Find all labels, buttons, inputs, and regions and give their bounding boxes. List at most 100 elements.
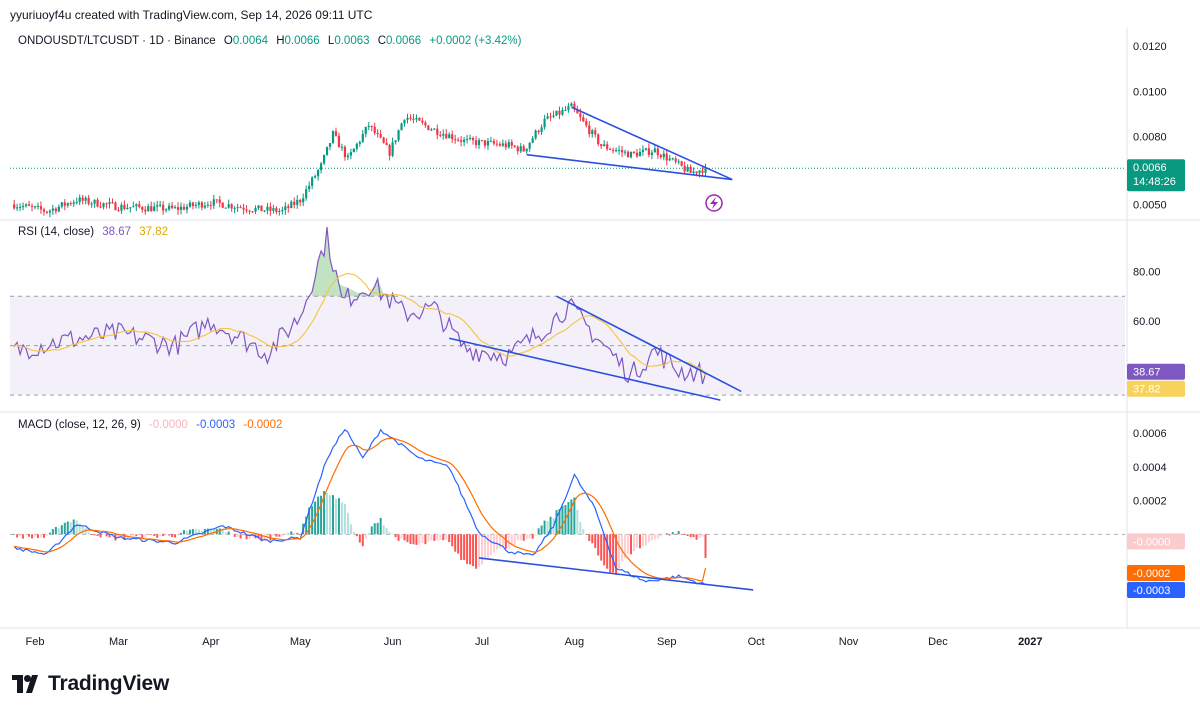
- macd-histogram-bar: [621, 534, 624, 562]
- macd-histogram-bar: [227, 531, 230, 535]
- candle-body: [322, 155, 326, 164]
- symbol-label[interactable]: ONDOUSDT/LTCUSDT · 1D · Binance: [18, 35, 216, 47]
- time-tick-label: Jul: [475, 636, 489, 648]
- tradingview-brand[interactable]: TradingView: [12, 672, 169, 696]
- macd-histogram-bar: [513, 534, 516, 545]
- candle-body: [287, 206, 290, 208]
- macd-histogram-bar: [615, 534, 618, 575]
- candle-body: [430, 129, 433, 131]
- candle-body: [668, 158, 671, 161]
- low-value: 0.0063: [334, 35, 370, 47]
- macd-histogram-bar: [78, 523, 81, 535]
- macd-histogram-bar: [570, 499, 573, 535]
- macd-histogram-bar: [317, 496, 320, 535]
- candle-body: [549, 116, 552, 118]
- candle-body: [659, 155, 662, 158]
- candle-body: [603, 144, 606, 147]
- macd-histogram-bar: [48, 532, 51, 535]
- candle-body: [600, 144, 603, 147]
- high-value: 0.0066: [284, 35, 320, 47]
- candle-body: [66, 203, 69, 206]
- macd-histogram-bar: [448, 534, 451, 543]
- candle-body: [531, 138, 534, 143]
- candle-body: [245, 209, 248, 211]
- macd-histogram-bar: [504, 534, 507, 549]
- macd-histogram-bar: [349, 524, 352, 535]
- macd-histogram-bar: [188, 529, 191, 535]
- macd-histogram-bar: [224, 532, 227, 535]
- candle-body: [90, 203, 93, 205]
- macd-histogram-bar: [60, 525, 63, 535]
- macd-histogram-bar: [141, 534, 144, 539]
- candle-body: [555, 110, 558, 116]
- macd-histogram-bar: [87, 532, 90, 535]
- macd-histogram-bar: [251, 534, 254, 538]
- macd-histogram-bar: [415, 534, 418, 545]
- time-axis[interactable]: Feb Mar Apr May Jun Jul Aug Sep Oct Nov Dec 2027: [0, 28, 1200, 648]
- macd-label[interactable]: MACD (close, 12, 26, 9): [18, 419, 141, 431]
- macd-histogram-bar: [13, 534, 16, 535]
- macd-histogram-bar: [641, 534, 644, 546]
- candle-body: [591, 130, 594, 135]
- macd-histogram-bar: [466, 534, 469, 564]
- candle-body: [674, 158, 677, 162]
- macd-histogram-bar: [606, 534, 609, 569]
- price-pane[interactable]: 0.0050 0.0080 0.0100 0.0120: [0, 41, 1200, 221]
- candle-body: [299, 199, 302, 203]
- candle-body: [78, 197, 81, 203]
- macd-histogram-bar: [168, 534, 171, 536]
- candle-body: [111, 202, 114, 204]
- candle-body: [552, 115, 555, 117]
- macd-histogram-bar: [576, 509, 579, 535]
- macd-histogram-bar: [281, 534, 284, 537]
- macd-histogram-bar: [54, 526, 57, 535]
- macd-histogram-bar: [111, 534, 114, 538]
- candle-body: [519, 146, 522, 152]
- candle-body: [680, 161, 683, 166]
- candle-body: [638, 151, 642, 157]
- macd-signal-value: -0.0002: [243, 419, 283, 431]
- candle-body: [597, 134, 600, 145]
- candle-body: [525, 148, 528, 152]
- candle-body: [489, 140, 493, 142]
- candle-body: [30, 205, 34, 207]
- close-value: 0.0066: [386, 35, 422, 47]
- candle-body: [114, 202, 117, 211]
- candle-body: [442, 133, 445, 136]
- candle-body: [656, 148, 659, 156]
- candle-body: [36, 206, 40, 208]
- candle-body: [510, 142, 513, 146]
- time-tick-label: Dec: [928, 636, 948, 648]
- candle-body: [293, 201, 296, 205]
- macd-histogram-bar: [34, 534, 36, 537]
- candle-body: [588, 125, 591, 135]
- macd-histogram-bar: [591, 534, 594, 544]
- candle-body: [457, 139, 460, 141]
- svg-text:37.82: 37.82: [1133, 384, 1161, 396]
- candle-body: [173, 207, 177, 209]
- macd-histogram-bar: [159, 534, 162, 536]
- macd-value-tag: -0.0003: [1127, 582, 1185, 599]
- macd-histogram-bar: [63, 522, 66, 535]
- macd-histogram-bar: [153, 534, 156, 536]
- macd-histogram-bar: [573, 497, 576, 535]
- candle-body: [388, 144, 391, 156]
- macd-pane[interactable]: 0.0002 0.0004 0.0006: [10, 428, 1167, 591]
- rsi-label[interactable]: RSI (14, close): [18, 226, 95, 238]
- candle-body: [433, 128, 436, 130]
- macd-histogram-bar: [96, 534, 99, 536]
- rsi-pane[interactable]: 60.00 80.00: [0, 226, 1200, 413]
- macd-histogram-bar: [248, 534, 251, 539]
- candle-body: [653, 148, 656, 153]
- candle-body: [397, 130, 400, 141]
- macd-histogram-bar: [177, 534, 180, 536]
- candle-body: [424, 122, 427, 126]
- candle-body: [617, 150, 621, 152]
- candle-body: [540, 127, 543, 133]
- macd-histogram-bar: [165, 534, 168, 535]
- macd-histogram-bar: [197, 529, 200, 535]
- candle-body: [632, 151, 636, 153]
- candle-body: [543, 118, 546, 128]
- candle-body: [45, 211, 49, 213]
